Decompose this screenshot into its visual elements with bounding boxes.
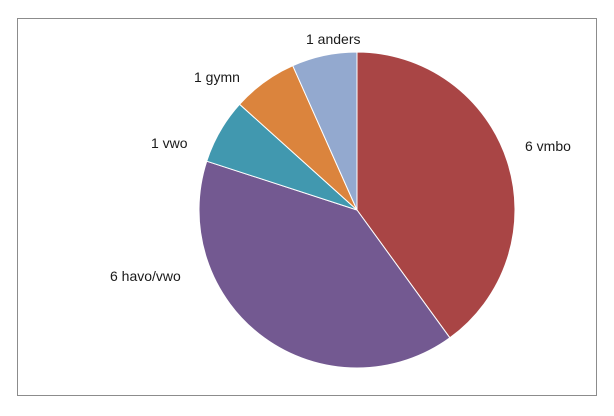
pie-label-vmbo: 6 vmbo <box>525 138 571 154</box>
pie-label-havo-vwo: 6 havo/vwo <box>110 268 181 284</box>
pie-label-vwo: 1 vwo <box>151 135 188 151</box>
pie-slice-anders <box>292 51 358 211</box>
pie-labels: 6 vmbo 6 havo/vwo 1 vwo 1 gymn 1 anders <box>110 31 571 284</box>
pie-label-gymn: 1 gymn <box>194 69 240 85</box>
pie-label-anders: 1 anders <box>306 31 360 47</box>
pie-slices <box>198 51 516 369</box>
pie-slice-vmbo <box>356 51 516 339</box>
pie-slice-havo-vwo <box>198 160 451 369</box>
